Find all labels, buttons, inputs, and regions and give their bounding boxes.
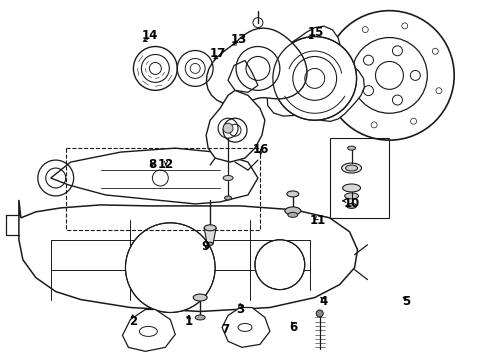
Ellipse shape: [238, 323, 252, 332]
Text: 13: 13: [231, 33, 247, 46]
Text: 2: 2: [129, 315, 137, 328]
Bar: [66, 148, 260, 230]
Ellipse shape: [204, 225, 216, 231]
Text: 8: 8: [148, 158, 156, 171]
Ellipse shape: [207, 242, 213, 245]
Polygon shape: [122, 310, 175, 351]
Text: 14: 14: [142, 29, 158, 42]
Text: 6: 6: [290, 321, 298, 334]
Circle shape: [223, 118, 247, 142]
Bar: [330, 138, 390, 218]
Text: 15: 15: [308, 27, 324, 40]
Text: 9: 9: [202, 240, 210, 253]
Polygon shape: [19, 200, 358, 311]
Ellipse shape: [345, 165, 358, 171]
Ellipse shape: [285, 207, 301, 215]
Ellipse shape: [140, 327, 157, 336]
Polygon shape: [228, 60, 258, 92]
Ellipse shape: [344, 193, 359, 199]
Ellipse shape: [193, 294, 207, 301]
Text: 1: 1: [185, 315, 193, 328]
Ellipse shape: [343, 184, 361, 192]
Text: 3: 3: [236, 303, 244, 316]
Polygon shape: [222, 307, 270, 347]
Ellipse shape: [342, 163, 362, 173]
Polygon shape: [51, 148, 258, 204]
Text: 12: 12: [158, 158, 174, 171]
Circle shape: [223, 123, 233, 133]
Polygon shape: [204, 228, 216, 244]
Circle shape: [125, 223, 215, 312]
Circle shape: [273, 37, 357, 120]
Ellipse shape: [223, 176, 233, 180]
Polygon shape: [206, 90, 265, 162]
Text: 5: 5: [402, 296, 410, 309]
Polygon shape: [267, 26, 365, 121]
Ellipse shape: [346, 203, 357, 208]
Text: 11: 11: [310, 214, 326, 227]
Text: 7: 7: [221, 323, 229, 336]
Ellipse shape: [195, 315, 205, 320]
Text: 16: 16: [252, 143, 269, 156]
Ellipse shape: [224, 196, 232, 200]
Text: 4: 4: [319, 296, 327, 309]
Text: 17: 17: [210, 47, 226, 60]
Ellipse shape: [287, 191, 299, 197]
Ellipse shape: [316, 310, 323, 317]
Text: 10: 10: [343, 197, 360, 210]
Polygon shape: [206, 28, 307, 105]
Ellipse shape: [347, 146, 356, 150]
Ellipse shape: [288, 212, 298, 217]
Circle shape: [255, 240, 305, 289]
